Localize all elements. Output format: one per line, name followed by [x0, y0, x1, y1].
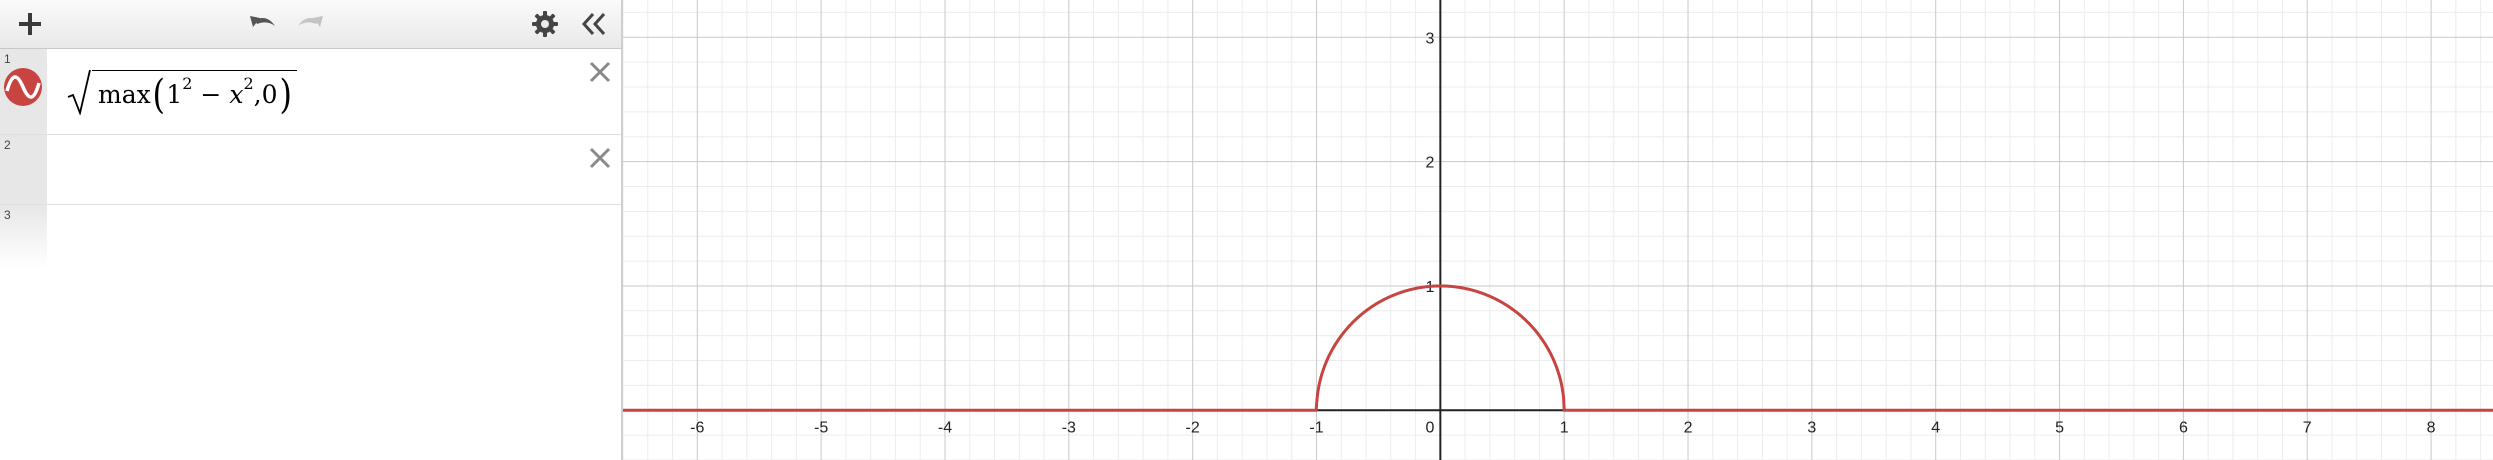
double-chevron-left-icon: [581, 12, 606, 36]
expression-toolbar: [0, 0, 621, 49]
x-tick-label: -6: [690, 419, 704, 436]
plus-icon: [19, 13, 41, 35]
gear-icon: [532, 11, 558, 37]
x-tick-label: 7: [2303, 419, 2312, 436]
x-tick-label: 2: [1684, 419, 1693, 436]
x-tick-label: -4: [938, 419, 952, 436]
minor-gridlines: [623, 0, 2493, 460]
expression-row[interactable]: 3: [0, 205, 621, 269]
sqrt-symbol: [67, 69, 91, 115]
x-tick-label: 5: [2055, 419, 2064, 436]
max-function: max: [98, 80, 151, 109]
settings-button[interactable]: [525, 0, 565, 48]
expression-gutter: 1: [0, 49, 47, 134]
expression-row[interactable]: 1 max ( 1 2 − x 2 ,0 ): [0, 49, 621, 135]
exponent: 2: [243, 74, 254, 93]
redo-button[interactable]: [290, 0, 330, 48]
close-icon: [589, 61, 611, 83]
variable-x: x: [229, 80, 244, 109]
delete-expression-button[interactable]: [585, 57, 615, 87]
x-tick-label: -2: [1186, 419, 1200, 436]
left-paren: (: [152, 71, 165, 118]
y-tick-label: 2: [1425, 155, 1434, 172]
graph-curves: [623, 284, 2493, 412]
redo-icon: [298, 16, 323, 27]
exponent: 2: [182, 74, 193, 93]
major-gridlines: [623, 0, 2493, 460]
undo-button[interactable]: [243, 0, 283, 48]
minus-sign: −: [200, 80, 222, 109]
expression-number: 2: [4, 138, 11, 152]
sqrt-radicand: max ( 1 2 − x 2 ,0 ): [92, 69, 298, 118]
expression-gutter: 2: [0, 135, 47, 204]
base-number: 1: [166, 80, 183, 109]
x-tick-label: 8: [2427, 419, 2436, 436]
undo-icon: [250, 16, 275, 27]
y-tick-label: 3: [1425, 30, 1434, 47]
collapse-panel-button[interactable]: [574, 0, 614, 48]
curve-expression-1: [623, 284, 2493, 412]
x-tick-label: -5: [814, 419, 828, 436]
delete-expression-button[interactable]: [585, 143, 615, 173]
x-tick-label: 6: [2179, 419, 2188, 436]
graph-style-icon[interactable]: [3, 67, 43, 107]
add-expression-button[interactable]: [8, 0, 52, 48]
axes: [623, 0, 2493, 460]
expression-number: 3: [4, 208, 11, 222]
expression-number: 1: [4, 52, 11, 66]
expression-gutter: 3: [0, 205, 47, 269]
expression-panel: 1 max ( 1 2 − x 2 ,0 ): [0, 0, 623, 460]
expression-row[interactable]: 2: [0, 135, 621, 205]
x-tick-label: 1: [1560, 419, 1569, 436]
x-tick-label: 0: [1425, 419, 1434, 436]
right-paren: ): [279, 71, 292, 118]
second-argument: ,0: [253, 80, 278, 109]
expression-math[interactable]: max ( 1 2 − x 2 ,0 ): [66, 69, 298, 118]
x-tick-label: 4: [1931, 419, 1940, 436]
close-icon: [589, 147, 611, 169]
x-tick-label: -3: [1062, 419, 1076, 436]
x-tick-label: 3: [1807, 419, 1816, 436]
x-tick-label: -1: [1309, 419, 1323, 436]
